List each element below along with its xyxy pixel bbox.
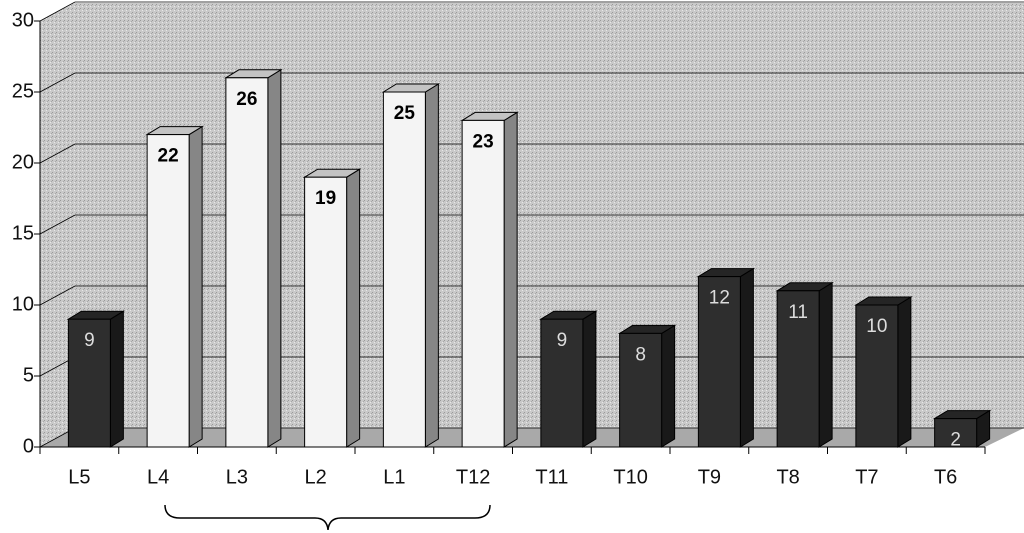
bar-side [582,310,597,448]
bar-side [897,296,912,448]
y-tick-label: 10 [12,293,34,315]
value-label: 19 [315,188,336,209]
x-tick-label: T10 [613,466,647,488]
grid-line-side [39,72,76,93]
bar-side [503,111,518,448]
value-label: 22 [158,146,179,167]
bar [855,304,899,448]
bar-side [188,125,203,448]
bar [304,176,348,448]
bar-side [818,281,833,448]
y-tick-label: 0 [23,435,34,457]
value-label: 2 [950,430,961,451]
x-tick-label: T7 [855,466,878,488]
value-label: 26 [236,89,257,110]
value-label: 12 [709,288,730,309]
bar [934,418,978,448]
bar [225,77,269,448]
brace [164,504,491,531]
x-tick-label: T8 [776,466,799,488]
bar [540,318,584,448]
grid-line-side [39,143,76,164]
bar-side [346,168,361,448]
x-tick-label: T12 [456,466,490,488]
bar [146,134,190,448]
bar-side [739,267,754,448]
bar [382,91,426,448]
y-tick-label: 30 [12,9,34,31]
x-tick-label: L5 [68,466,90,488]
value-label: 8 [635,344,646,365]
x-tick-label: L2 [305,466,327,488]
x-tick-label: L3 [226,466,248,488]
y-tick-label: 5 [23,364,34,386]
bar [67,318,111,448]
value-label: 9 [84,330,95,351]
x-tick-label: L1 [383,466,405,488]
bar [776,290,820,448]
grid-line-side [39,285,76,306]
bar [461,119,505,448]
bar [619,332,663,448]
x-tick-label: T6 [934,466,957,488]
bar-side [267,68,282,448]
x-tick-label: L4 [147,466,169,488]
y-tick-label: 15 [12,222,34,244]
value-label: 11 [788,302,808,323]
bar-side [424,83,439,448]
bar-side [109,310,124,448]
x-tick-label: T11 [535,466,568,488]
value-label: 10 [866,316,887,337]
value-label: 23 [473,131,494,152]
x-tick-label: T9 [698,466,721,488]
bar [697,276,741,448]
grid-line-side [39,1,76,22]
grid-line-side [39,214,76,235]
side-wall [40,3,75,447]
y-tick-label: 20 [12,151,34,173]
value-label: 9 [557,330,568,351]
y-tick-label: 25 [12,80,34,102]
value-label: 25 [394,103,416,124]
bar-side [661,324,676,448]
